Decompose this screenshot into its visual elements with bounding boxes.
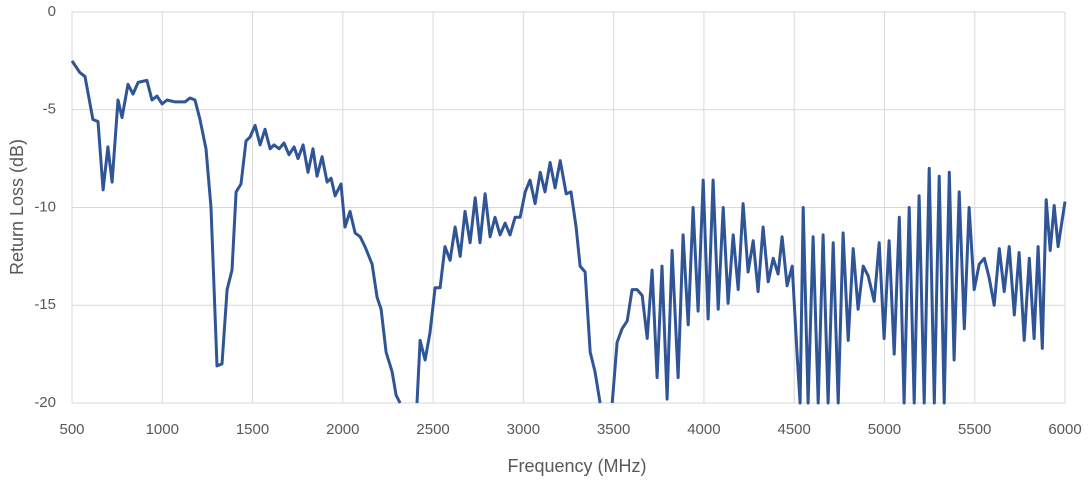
y-axis-title: Return Loss (dB) [7,139,27,275]
y-tick-label: -10 [34,198,56,215]
x-tick-label: 5500 [958,421,991,438]
x-axis-title: Frequency (MHz) [507,456,646,476]
x-tick-label: 500 [59,421,84,438]
x-tick-label: 4000 [687,421,720,438]
x-tick-label: 1500 [236,421,269,438]
y-tick-label: -5 [43,101,56,118]
x-tick-label: 3500 [597,421,630,438]
x-tick-label: 6000 [1048,421,1081,438]
x-tick-label: 2500 [416,421,449,438]
y-tick-label: 0 [48,3,56,20]
line-series [70,60,1067,405]
x-tick-label: 4500 [777,421,810,438]
y-tick-label: -15 [34,296,56,313]
x-tick-label: 5000 [868,421,901,438]
x-tick-label: 2000 [326,421,359,438]
x-tick-label: 1000 [146,421,179,438]
x-tick-label: 3000 [507,421,540,438]
y-tick-label: -20 [34,394,56,411]
